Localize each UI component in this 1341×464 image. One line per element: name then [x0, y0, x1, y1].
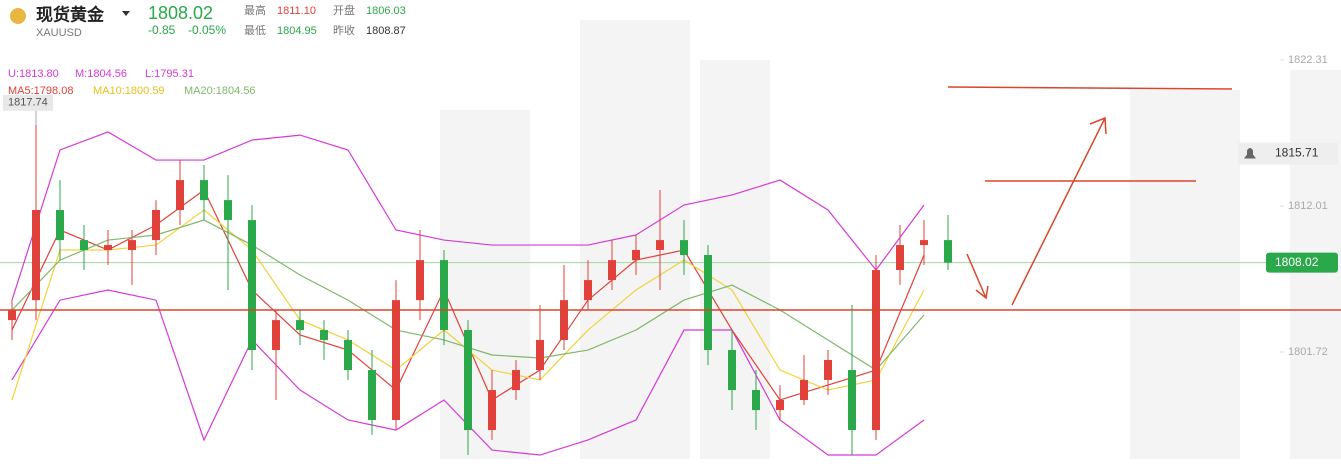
- candle-body: [536, 339, 544, 371]
- candle-body: [224, 200, 232, 221]
- max-box: [3, 94, 53, 111]
- candle-body: [944, 240, 952, 263]
- candle-body: [128, 240, 136, 251]
- candle-body: [896, 245, 904, 271]
- legend-entry: MA10:1800.59: [93, 85, 165, 97]
- instrument-name[interactable]: 现货黄金: [36, 4, 105, 24]
- price: 1808.02: [148, 3, 213, 23]
- candle-body: [728, 350, 736, 391]
- candle-body: [176, 180, 184, 211]
- candle-body: [800, 379, 808, 400]
- symbol: XAUUSD: [36, 27, 82, 39]
- candle-body: [848, 370, 856, 431]
- stat-label: 昨收: [333, 23, 355, 37]
- drawn-arrow: [1011, 116, 1107, 306]
- watermark: [440, 20, 1341, 459]
- candle-body: [776, 399, 784, 411]
- alert-bell: [1244, 148, 1256, 159]
- candle-body: [752, 390, 760, 411]
- last-price-box: [1266, 252, 1338, 273]
- candle-body: [488, 390, 496, 431]
- plot: 1801.72 1812.01 1822.31 1808.02 1815.71 U:181…: [0, 54, 1338, 456]
- candle-body: [8, 310, 16, 321]
- y-tick-label: 1801.72: [1288, 346, 1328, 358]
- stat-label: 最低: [244, 24, 266, 37]
- candle-body: [272, 320, 280, 351]
- candle-body: [512, 370, 520, 391]
- candle-body: [560, 300, 568, 340]
- candle-body: [920, 240, 928, 246]
- candle-body: [416, 260, 424, 301]
- candle-body: [56, 210, 64, 241]
- candle-body: [440, 260, 448, 331]
- stat-label: 开盘: [333, 3, 355, 17]
- stat-value: 1811.10: [277, 5, 316, 17]
- legend-entry: L:1795.31: [145, 68, 194, 80]
- legend-entry: M:1804.56: [75, 68, 127, 80]
- alert-box: [1238, 142, 1338, 165]
- candle-body: [872, 270, 880, 431]
- stat-value: 1804.95: [277, 25, 317, 37]
- candle-body: [80, 240, 88, 251]
- drawings: [0, 86, 1341, 311]
- candle-body: [152, 210, 160, 241]
- legend-entry: MA5:1798.08: [8, 85, 73, 97]
- stat-value: 1806.03: [366, 5, 406, 17]
- candle-body: [824, 359, 832, 380]
- drawn-level: [947, 86, 1233, 90]
- candle-body: [464, 330, 472, 431]
- candle-body: [200, 180, 208, 201]
- alert-label: 1815.71: [1275, 146, 1319, 160]
- last-price-label: 1808.02: [1275, 255, 1319, 269]
- change-pct: -0.05%: [188, 23, 226, 37]
- legend-entry: MA20:1804.56: [184, 85, 256, 97]
- candle-body: [344, 339, 352, 371]
- candle-body: [104, 245, 112, 251]
- candle-body: [368, 370, 376, 420]
- candle-body: [296, 320, 304, 331]
- candle-body: [320, 330, 328, 340]
- max-label: 1817.74: [8, 97, 48, 109]
- stat-label: 最高: [244, 3, 266, 17]
- gold-icon: [10, 8, 26, 24]
- drawn-arrow: [966, 253, 989, 300]
- candle-body: [584, 280, 592, 301]
- legend-entry: U:1813.80: [8, 68, 59, 80]
- candle-body: [656, 240, 664, 251]
- candle-body: [704, 254, 712, 351]
- candle-body: [608, 260, 616, 281]
- candle-body: [632, 250, 640, 261]
- y-tick-label: 1812.01: [1288, 200, 1328, 212]
- indicator-line: [11, 131, 925, 301]
- candle-body: [392, 300, 400, 420]
- dropdown-caret[interactable]: [122, 11, 130, 16]
- candle-body: [32, 210, 40, 301]
- candle-body: [248, 220, 256, 351]
- candle-body: [680, 240, 688, 255]
- stat-value: 1808.87: [366, 25, 406, 37]
- y-tick-label: 1822.31: [1288, 54, 1328, 66]
- change: -0.85: [148, 23, 176, 37]
